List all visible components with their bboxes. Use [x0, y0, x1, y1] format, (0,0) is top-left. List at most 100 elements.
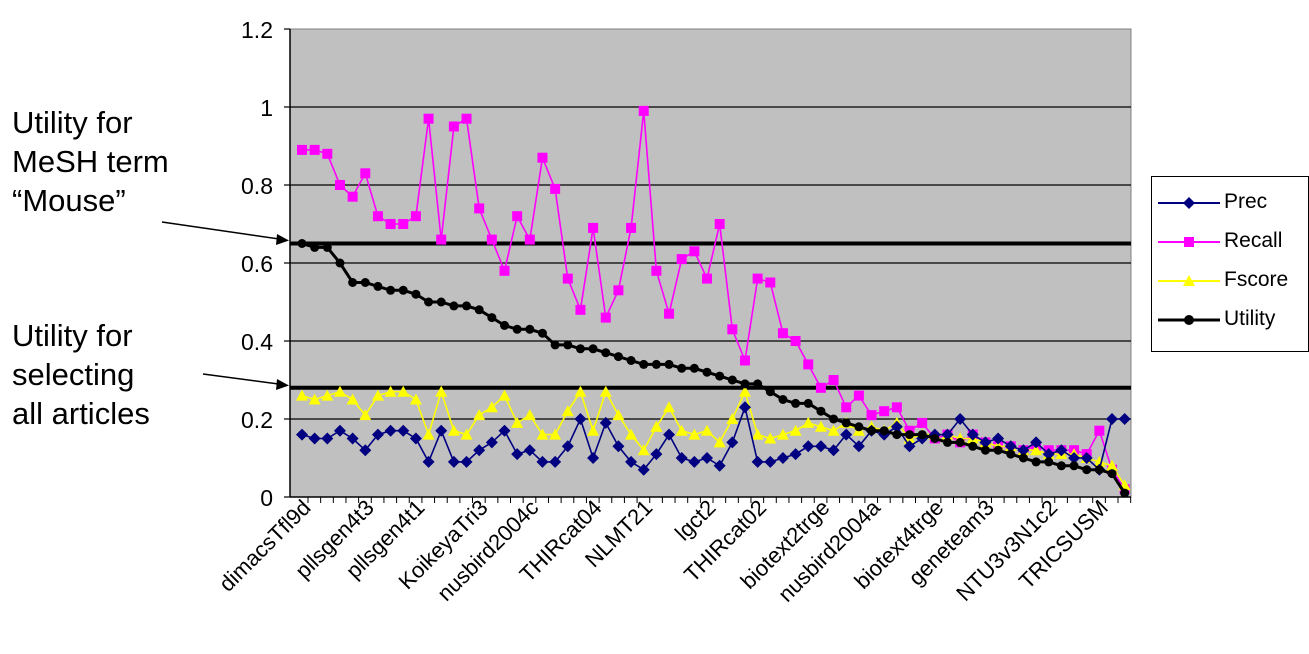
recall-point — [423, 113, 434, 124]
fscore-point — [688, 428, 701, 440]
utility-point — [892, 430, 902, 440]
annotation-arrows — [161, 221, 289, 390]
recall-point — [879, 406, 890, 417]
utility-point — [360, 278, 370, 287]
recall-point — [398, 219, 409, 229]
fscore-point — [473, 409, 486, 421]
utility-point — [930, 434, 940, 443]
prec-point — [789, 448, 802, 461]
recall-point — [626, 222, 637, 233]
fscore-point — [574, 385, 587, 397]
utility-point — [373, 281, 383, 291]
fscore-point — [460, 428, 473, 440]
prec-point — [612, 440, 625, 453]
utility-point — [829, 414, 839, 424]
fscore-point — [726, 413, 739, 424]
prec-point — [979, 436, 992, 449]
recall-point — [588, 222, 599, 233]
recall-point — [360, 168, 371, 179]
utility-point — [1031, 457, 1041, 467]
gridlines — [290, 106, 1131, 420]
prec-point — [473, 444, 486, 457]
utility-point — [651, 359, 661, 369]
prec-point — [1080, 452, 1093, 464]
prec-point — [333, 424, 346, 437]
legend-marker-recall — [1158, 237, 1220, 247]
prec-point — [422, 455, 435, 468]
utility-point — [1044, 457, 1054, 467]
fscore-point — [827, 424, 840, 436]
prec-point — [1068, 452, 1081, 464]
prec-point — [625, 455, 638, 468]
fscore-point — [650, 420, 663, 432]
utility-point — [537, 328, 547, 338]
utility-point — [487, 313, 497, 323]
utility-point — [348, 278, 358, 287]
prec-point — [574, 413, 587, 425]
prec-point — [954, 413, 967, 425]
utility-point — [993, 445, 1003, 455]
recall-point — [524, 234, 535, 245]
recall-point — [372, 211, 383, 222]
prec-point — [523, 444, 536, 457]
prec-point — [1042, 448, 1055, 461]
recall-point — [917, 417, 928, 428]
utility-point — [867, 426, 877, 436]
recall-point — [777, 328, 788, 339]
utility-point — [575, 344, 585, 354]
utility-point — [525, 324, 535, 334]
y-tick-label: 0.6 — [241, 251, 273, 277]
recall-point — [334, 180, 345, 190]
legend: Prec Recall Fscore Utility — [1151, 176, 1309, 352]
utility-point — [1120, 488, 1130, 498]
prec-point — [447, 455, 460, 468]
fscore-point — [776, 428, 789, 440]
y-tick-label: 0.4 — [241, 329, 273, 355]
utility-point — [563, 340, 573, 350]
fscore-point — [802, 416, 815, 428]
y-tick-label: 0.8 — [241, 173, 273, 199]
utility-point — [740, 379, 750, 389]
recall-point — [436, 234, 447, 245]
prec-point — [675, 452, 688, 464]
utility-point — [917, 430, 927, 440]
fscore-point — [536, 428, 549, 440]
recall-point — [853, 390, 864, 401]
recall-point — [613, 285, 624, 296]
y-tick-label: 0 — [260, 485, 273, 511]
prec-point — [371, 428, 384, 441]
utility-point — [702, 367, 712, 377]
fscore-point — [422, 428, 435, 440]
prec-point — [637, 463, 650, 476]
utility-point — [639, 359, 649, 369]
recall-point — [664, 308, 675, 319]
fscore-point — [701, 424, 714, 436]
utility-point — [626, 356, 636, 365]
prec-point — [485, 436, 498, 449]
fscore-point — [789, 424, 802, 436]
fscore-point — [713, 436, 726, 448]
utility-point — [854, 422, 864, 432]
utility-point — [689, 363, 699, 373]
utility-point — [791, 398, 801, 408]
fscore-point — [447, 424, 460, 436]
utility-point — [677, 363, 687, 373]
prec-point — [409, 432, 422, 445]
prec-point — [941, 428, 954, 441]
prec-point — [435, 424, 448, 437]
utility-point — [1094, 465, 1104, 475]
fscore-point — [1093, 455, 1106, 467]
fscore-point — [523, 409, 536, 421]
fscore-point — [397, 385, 410, 397]
prec-point — [713, 459, 726, 472]
recall-point — [322, 148, 333, 159]
recall-point — [499, 265, 510, 276]
utility-point — [803, 398, 813, 408]
prec-point — [776, 452, 789, 464]
fscore-point — [561, 405, 574, 417]
prec-point — [1118, 413, 1131, 425]
utility-point — [816, 406, 826, 416]
arrow-head-all-articles — [276, 379, 289, 390]
recall-point — [765, 277, 776, 288]
fscore-point — [663, 401, 676, 413]
